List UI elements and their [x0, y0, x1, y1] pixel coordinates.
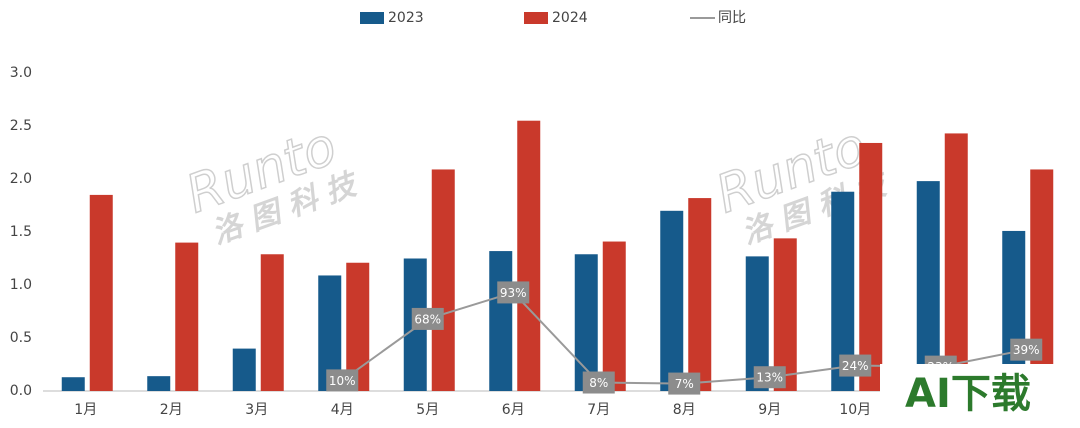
bar	[318, 275, 342, 391]
bar	[517, 120, 541, 391]
legend-label: 2024	[552, 10, 588, 26]
y-tick-label: 0.0	[10, 383, 32, 399]
bar	[1030, 169, 1054, 391]
bar	[745, 256, 769, 391]
x-tick-label: 7月	[587, 402, 610, 418]
data-label: 24%	[842, 359, 869, 373]
data-label-box	[497, 281, 530, 304]
bar	[89, 194, 113, 391]
legend-label: 2023	[388, 10, 424, 26]
x-tick-label: 9月	[758, 402, 781, 418]
bar	[232, 348, 256, 391]
legend-label: 同比	[718, 10, 746, 26]
bar	[831, 191, 855, 391]
data-label: 68%	[414, 312, 441, 326]
bar	[944, 133, 968, 392]
badge: AI下载	[905, 371, 1031, 417]
data-label-box	[411, 307, 444, 330]
bar	[346, 262, 370, 391]
data-label-box	[1010, 338, 1043, 361]
bar	[260, 254, 284, 391]
x-tick-label: 6月	[502, 402, 525, 418]
bar	[602, 241, 626, 391]
x-tick-label: 10月	[839, 402, 871, 418]
data-label-box	[668, 372, 701, 395]
data-label: 10%	[329, 374, 356, 388]
y-tick-label: 1.0	[10, 277, 32, 293]
badge-bg	[880, 364, 1070, 424]
legend-swatch	[360, 12, 384, 24]
bar	[660, 210, 684, 391]
x-tick-label: 4月	[331, 402, 354, 418]
bar	[688, 198, 712, 391]
y-tick-label: 2.0	[10, 171, 32, 187]
data-label-box	[839, 354, 872, 377]
legend-swatch	[524, 12, 548, 24]
data-label-box	[582, 371, 615, 394]
data-label-box	[753, 366, 786, 389]
x-tick-label: 2月	[160, 402, 183, 418]
y-tick-label: 3.0	[10, 65, 32, 81]
data-label-box	[326, 369, 359, 392]
bar	[147, 376, 171, 391]
data-label: 7%	[675, 377, 694, 391]
bar	[916, 181, 940, 391]
y-tick-label: 2.5	[10, 118, 32, 134]
bar	[773, 238, 797, 391]
bar	[175, 242, 199, 391]
x-tick-label: 1月	[74, 402, 97, 418]
x-tick-label: 8月	[673, 402, 696, 418]
data-label: 13%	[756, 371, 783, 385]
x-tick-label: 3月	[245, 402, 268, 418]
bar	[859, 142, 883, 391]
bar	[574, 254, 598, 391]
data-label: 93%	[500, 286, 527, 300]
y-tick-label: 0.5	[10, 330, 32, 346]
x-tick-label: 5月	[416, 402, 439, 418]
y-tick-label: 1.5	[10, 224, 32, 240]
data-label: 39%	[1013, 343, 1040, 357]
data-label: 8%	[589, 376, 608, 390]
bar	[431, 169, 455, 391]
bar	[489, 251, 513, 391]
bar	[61, 377, 85, 391]
